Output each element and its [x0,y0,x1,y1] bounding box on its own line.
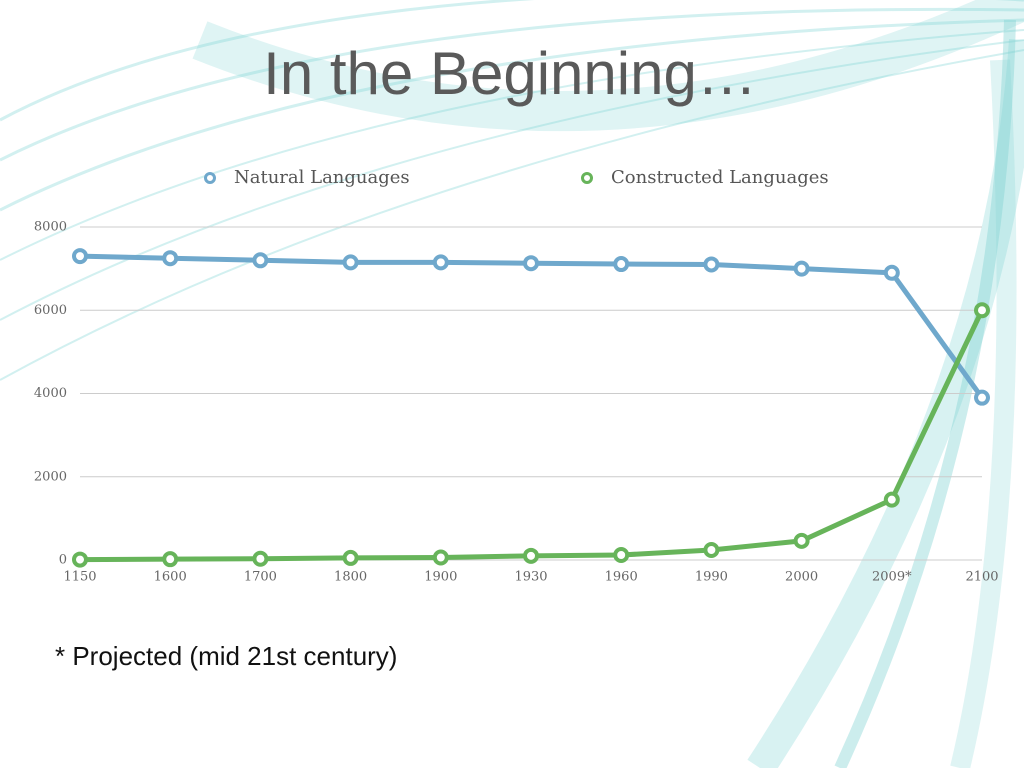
data-point [703,256,720,273]
legend-label: Constructed Languages [611,167,829,188]
data-point [72,551,88,568]
data-point [252,252,269,269]
x-tick-label: 1600 [154,570,187,585]
data-point [613,256,630,273]
data-point [974,389,990,406]
legend-marker [581,172,593,184]
x-tick-label: 2000 [785,570,818,585]
data-point [342,549,359,566]
x-tick-label: 2009* [872,570,912,585]
data-point [432,549,449,566]
data-point [793,260,810,277]
x-tick-label: 1960 [605,570,638,585]
data-point [162,551,179,568]
data-point [252,550,269,567]
x-tick-label: 1930 [514,570,547,585]
x-tick-label: 1990 [695,570,728,585]
data-point [523,547,539,564]
x-tick-label: 1800 [334,570,367,585]
data-point [883,491,900,508]
x-tick-label: 1700 [244,570,277,585]
data-point [703,542,720,559]
series-line [79,309,985,563]
x-tick-label: 1900 [424,570,457,585]
y-tick-label: 8000 [34,220,67,235]
data-point [432,254,449,271]
x-tick-label: 1150 [63,570,96,585]
legend-label: Natural Languages [234,167,410,188]
y-tick-label: 2000 [34,469,67,484]
legend-marker [204,172,216,184]
footnote: * Projected (mid 21st century) [55,641,397,671]
data-point [793,532,810,549]
y-tick-label: 4000 [34,386,67,401]
y-tick-label: 0 [59,553,67,568]
x-tick-label: 2100 [965,570,998,585]
data-point [162,250,179,267]
data-point [883,264,900,281]
data-point [974,302,990,319]
data-point [613,547,630,564]
data-point [342,254,359,271]
data-point [72,248,88,265]
y-tick-label: 6000 [34,303,67,318]
slide-title: In the Beginning… [263,40,757,107]
data-point [523,255,539,272]
